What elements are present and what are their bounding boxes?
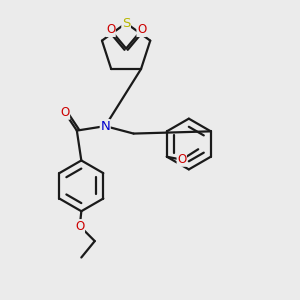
Text: O: O [137,23,146,37]
Text: O: O [75,220,85,232]
Text: N: N [100,120,110,133]
Text: O: O [177,153,186,166]
Text: O: O [60,106,70,119]
Text: S: S [122,16,130,30]
Text: O: O [106,23,115,37]
